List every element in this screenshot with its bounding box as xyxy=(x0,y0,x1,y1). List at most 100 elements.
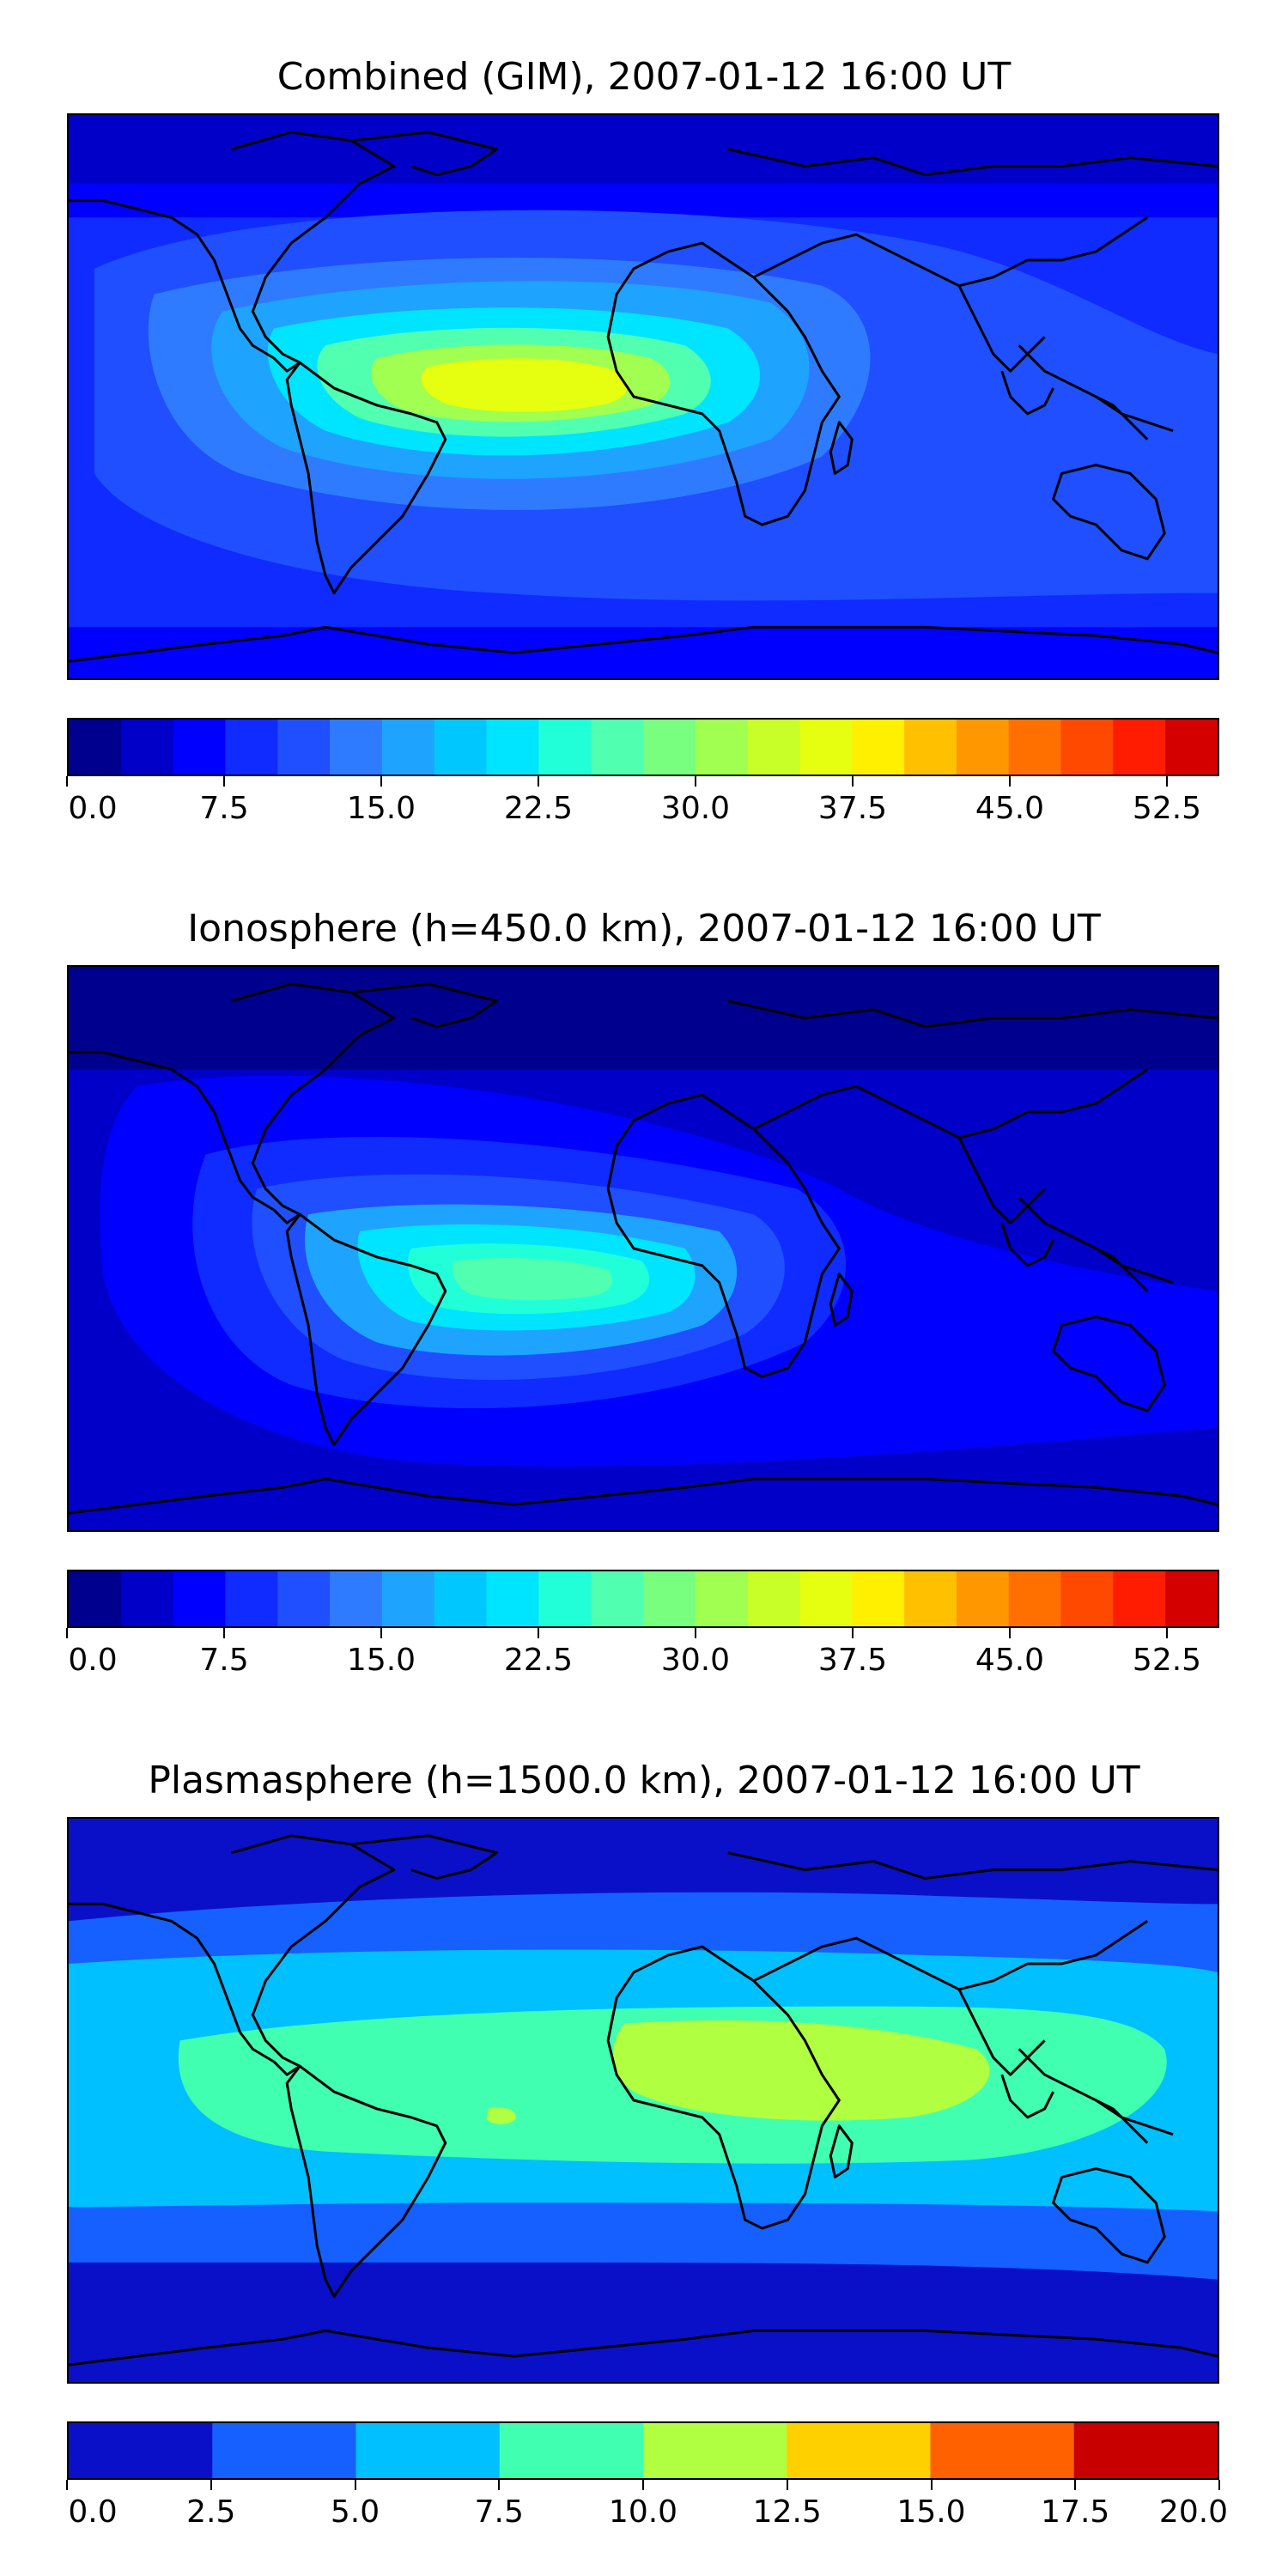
colorbar-swatch xyxy=(225,1571,278,1626)
field-level-band xyxy=(69,183,1218,218)
colorbar-tick-label: 30.0 xyxy=(660,1643,731,1678)
field-level-band xyxy=(613,2020,990,2121)
colorbar-tick-label: 52.5 xyxy=(1132,791,1202,826)
colorbar-tick xyxy=(852,776,854,787)
colorbar-tick-label: 10.0 xyxy=(608,2494,678,2530)
colorbar-tick-label: 5.0 xyxy=(330,2494,380,2530)
colorbar-svg xyxy=(69,720,1218,775)
panel-title-combined: Combined (GIM), 2007-01-12 16:00 UT xyxy=(276,55,1012,99)
colorbar-tick-label: 22.5 xyxy=(503,791,574,826)
coastline xyxy=(606,1093,841,1378)
field-level-band xyxy=(69,1479,1218,1530)
colorbar-tick xyxy=(695,776,696,787)
coastline xyxy=(69,1477,1218,1515)
colorbar-tick xyxy=(498,2480,501,2490)
colorbar-plasmasphere xyxy=(67,2421,1219,2480)
colorbar-tick-label: 52.5 xyxy=(1132,1643,1202,1678)
colorbar-tick-label: 45.0 xyxy=(975,1643,1045,1678)
colorbar-tick xyxy=(538,776,539,787)
colorbar-tick xyxy=(354,2480,356,2490)
coastline xyxy=(752,1920,1149,1991)
field-level-band xyxy=(452,1258,613,1301)
colorbar-swatch xyxy=(747,720,801,775)
colorbar-tick-label: 0.0 xyxy=(68,791,118,826)
colorbar-swatch xyxy=(381,1571,435,1626)
colorbar-tick-label: 7.5 xyxy=(199,1643,249,1678)
field-level-band xyxy=(69,627,1218,678)
colorbar-tick xyxy=(1074,2480,1077,2490)
colorbar-swatch xyxy=(1060,720,1114,775)
colorbar-swatch xyxy=(747,1571,801,1626)
coastline xyxy=(606,241,841,526)
heatmap-field xyxy=(69,1819,1218,2382)
colorbar-tick-label: 7.5 xyxy=(199,791,249,826)
colorbar-tick xyxy=(380,776,382,787)
colorbar-swatch xyxy=(1060,1571,1114,1626)
colorbar-tick xyxy=(380,1628,382,1638)
colorbar-tick-label: 7.5 xyxy=(474,2494,524,2530)
panel-title-plasmasphere: Plasmasphere (h=1500.0 km), 2007-01-12 1… xyxy=(148,1759,1140,1802)
colorbar-swatch xyxy=(904,1571,957,1626)
colorbar-tick-label: 2.5 xyxy=(186,2494,236,2530)
colorbar-tick xyxy=(66,1628,68,1638)
colorbar-tick-label: 15.0 xyxy=(346,791,416,826)
colorbar-tick-label: 37.5 xyxy=(817,791,888,826)
colorbar-tick-label: 22.5 xyxy=(503,1643,574,1678)
colorbar-swatch xyxy=(277,1571,331,1626)
colorbar-swatch xyxy=(538,1571,592,1626)
colorbar-swatch xyxy=(1008,1571,1062,1626)
colorbar-tick xyxy=(695,1628,696,1638)
colorbar-tick xyxy=(930,2480,933,2490)
colorbar-swatch xyxy=(787,2423,932,2478)
colorbar-swatch xyxy=(69,720,122,775)
colorbar-tick xyxy=(538,1628,539,1638)
colorbar-swatch xyxy=(69,1571,122,1626)
colorbar-swatch xyxy=(799,1571,853,1626)
coastline xyxy=(752,1068,1149,1139)
colorbar-tick xyxy=(210,2480,212,2490)
colorbar-swatch xyxy=(591,720,644,775)
colorbar-tick-label: 45.0 xyxy=(975,791,1045,826)
colorbar-swatch xyxy=(956,720,1010,775)
coastline xyxy=(727,148,1218,177)
coastline xyxy=(1000,1222,1054,1267)
colorbar-tick xyxy=(786,2480,788,2490)
colorbar-swatch xyxy=(1113,1571,1166,1626)
colorbar-swatch xyxy=(643,1571,696,1626)
colorbar-swatch xyxy=(852,1571,905,1626)
coastline xyxy=(350,982,499,1029)
colorbar-swatch xyxy=(643,2423,787,2478)
coastline xyxy=(1095,395,1174,433)
coastline xyxy=(829,421,854,475)
coastline xyxy=(1018,2048,1149,2144)
colorbar-swatch xyxy=(434,1571,488,1626)
heatmap-field xyxy=(69,967,1218,1530)
coastline xyxy=(1052,2167,1166,2264)
colorbar-tick-label: 0.0 xyxy=(68,1643,118,1678)
colorbar-ticks-plasmasphere: 0.0 2.5 5.0 7.5 10.0 12.5 15.0 17.5 20.0 xyxy=(66,2480,1228,2531)
colorbar-tick-label: 0.0 xyxy=(68,2494,118,2530)
colorbar-ticks-ionosphere: 0.0 7.5 15.0 22.5 30.0 37.5 45.0 52.5 xyxy=(66,1628,1219,1680)
colorbar-ionosphere xyxy=(67,1570,1219,1628)
colorbar-tick xyxy=(1218,2480,1220,2490)
colorbar-tick-label: 15.0 xyxy=(896,2494,966,2530)
map-combined xyxy=(67,113,1219,680)
colorbar-tick xyxy=(1166,776,1168,787)
colorbar-swatch xyxy=(1113,720,1166,775)
coastline xyxy=(1052,464,1166,561)
colorbar-swatch xyxy=(499,2423,644,2478)
colorbar-tick xyxy=(223,776,225,787)
coastline xyxy=(285,2064,447,2299)
coastline xyxy=(957,285,1046,373)
colorbar-tick-label: 12.5 xyxy=(752,2494,822,2530)
coastlines xyxy=(69,982,1218,1515)
colorbar-tick-label: 20.0 xyxy=(1158,2494,1229,2530)
coastline xyxy=(69,2329,1218,2366)
map-ionosphere xyxy=(67,965,1219,1532)
colorbar-svg xyxy=(69,1571,1218,1626)
field-level-band xyxy=(486,2107,516,2124)
colorbar-swatch xyxy=(173,1571,227,1626)
field-level-band xyxy=(421,358,628,412)
colorbar-swatch xyxy=(1165,720,1218,775)
colorbar-swatch xyxy=(1165,1571,1218,1626)
